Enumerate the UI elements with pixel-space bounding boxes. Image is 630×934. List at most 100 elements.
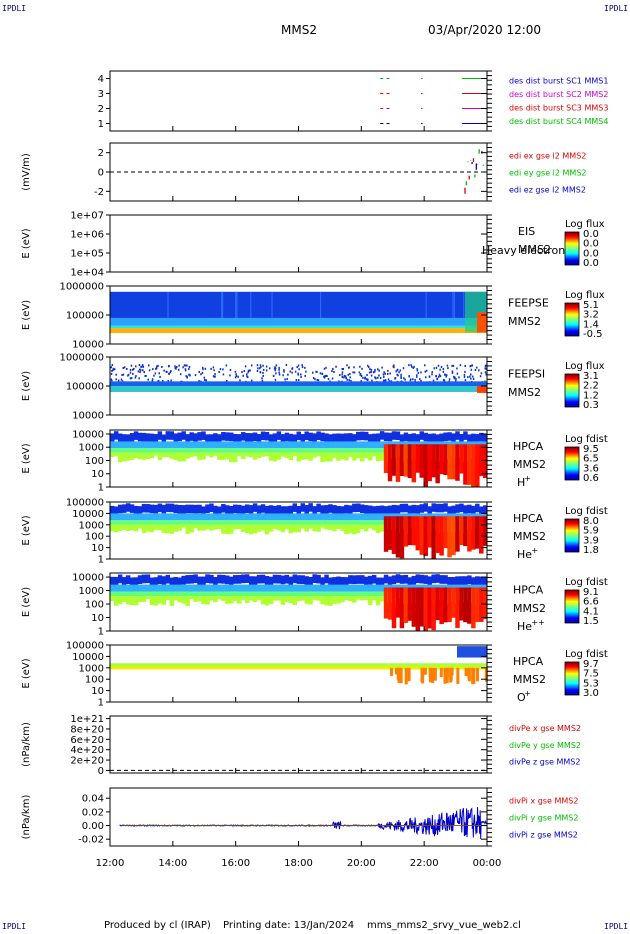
spectrogram-column xyxy=(276,513,282,521)
legend-entry: des dist burst SC4 MMS4 xyxy=(509,117,608,126)
spectrogram-column xyxy=(125,591,131,597)
spectrogram-column xyxy=(407,667,411,682)
colorbar-tick-label: 5.1 xyxy=(583,300,599,311)
spectrogram-column xyxy=(479,432,484,442)
y-axis-label: E (eV) xyxy=(21,300,32,330)
spectrogram-pixel xyxy=(414,378,416,381)
spectrogram-pixel xyxy=(139,368,141,371)
spectrogram-column xyxy=(248,505,254,514)
spectrogram-column xyxy=(117,441,123,449)
spectrogram-pixel xyxy=(201,371,204,374)
spectrogram-column xyxy=(316,441,321,449)
spectrogram-column xyxy=(371,448,377,453)
y-tick-label: 1 xyxy=(98,483,104,494)
spectrogram-streak xyxy=(320,291,322,318)
spectrogram-column xyxy=(137,448,143,453)
spectrogram-column xyxy=(225,575,230,585)
spectrogram-pixel xyxy=(229,369,232,372)
spectrogram-column xyxy=(153,596,159,606)
spectrogram-pixel xyxy=(316,378,318,381)
spectrogram-pixel xyxy=(392,365,394,368)
spectrogram-column xyxy=(415,505,421,514)
spectrogram-pixel xyxy=(484,367,486,370)
spectrogram-pixel xyxy=(368,366,370,369)
spectrogram-pixel xyxy=(244,365,247,368)
spectrogram-column xyxy=(316,574,321,584)
spectrogram-pixel xyxy=(282,374,284,377)
spectrogram-pixel xyxy=(304,374,306,377)
spectrogram-pixel xyxy=(360,374,363,377)
spectrogram-column xyxy=(161,584,167,592)
spectrogram-column xyxy=(221,452,226,460)
spectrogram-column xyxy=(455,587,460,628)
spectrogram-pixel xyxy=(316,370,318,373)
spectrogram-column xyxy=(133,584,139,592)
spectrogram-pixel xyxy=(148,364,150,367)
spectrogram-column xyxy=(308,503,313,512)
spectrogram-column xyxy=(276,520,282,525)
spectrogram-pixel xyxy=(157,364,159,367)
spectrogram-column xyxy=(459,576,464,585)
spectrogram-column xyxy=(419,504,425,513)
colorbar-tick-label: 7.5 xyxy=(583,669,599,680)
spectrogram-column xyxy=(467,504,472,514)
spectrogram-column xyxy=(125,448,131,453)
spectrogram-column xyxy=(300,434,305,443)
spectrogram-column xyxy=(221,513,226,521)
spectrogram-pixel xyxy=(246,376,249,379)
spectrogram-column xyxy=(225,452,230,460)
species-charge: + xyxy=(524,689,531,698)
spectrogram-column xyxy=(117,524,123,532)
spectrogram-pixel xyxy=(201,366,204,369)
spectrogram-pixel xyxy=(331,370,333,373)
spectrogram-pixel xyxy=(161,365,163,368)
spectrogram-column xyxy=(137,441,143,449)
colorbar-tick-label: 3.2 xyxy=(583,310,599,321)
spectrogram-column xyxy=(292,591,298,597)
spectrogram-column xyxy=(169,596,174,606)
spectrogram-column xyxy=(264,441,270,449)
spectrogram-column xyxy=(292,448,298,453)
spectrogram-column xyxy=(161,596,167,605)
spectrogram-column xyxy=(185,520,190,525)
spectrogram-pixel xyxy=(395,370,397,373)
spectrogram-column xyxy=(121,513,127,521)
spectrogram-column xyxy=(197,513,202,521)
spectrogram-column xyxy=(236,441,242,449)
spectrogram-column xyxy=(221,596,226,601)
spectrogram-column xyxy=(256,513,262,521)
spectrogram-column xyxy=(272,524,278,529)
spectrogram-column xyxy=(352,524,357,535)
spectrogram-column xyxy=(113,584,119,592)
legend-entry: divPi y gse MMS2 xyxy=(509,813,578,822)
spectrogram-column xyxy=(296,584,301,592)
spectrogram-column xyxy=(213,591,218,597)
spectrogram-column xyxy=(181,575,186,585)
spectrogram-pixel xyxy=(417,372,420,375)
legend-entry: edi ex gse l2 MMS2 xyxy=(509,151,586,160)
spectrogram-column xyxy=(276,505,282,514)
spectrogram-column xyxy=(391,504,397,514)
spectrogram-column xyxy=(464,667,468,677)
spectrogram-column xyxy=(113,520,119,525)
spectrogram-column xyxy=(157,584,163,592)
spectrogram-column xyxy=(312,448,317,453)
spectrogram-pixel xyxy=(297,379,300,382)
spectrogram-streak xyxy=(453,291,455,318)
spectrogram-column xyxy=(428,667,432,683)
spectrogram-pixel xyxy=(396,369,399,372)
colorbar-tick-label: 6.6 xyxy=(583,597,599,608)
spectrogram-column xyxy=(367,575,373,585)
spectrogram-column xyxy=(129,452,135,460)
spectrogram-column xyxy=(225,432,230,441)
spectrogram-column xyxy=(133,431,139,440)
spectrogram-pixel xyxy=(265,365,268,368)
spectrogram-column xyxy=(213,448,218,453)
spectrogram-column xyxy=(304,520,309,525)
spectrogram-column xyxy=(296,591,301,597)
spectrogram-pixel xyxy=(177,368,180,371)
y-tick-label: 0.00 xyxy=(82,821,104,832)
spectrogram-column xyxy=(177,584,182,592)
spectrogram-column xyxy=(197,576,202,586)
